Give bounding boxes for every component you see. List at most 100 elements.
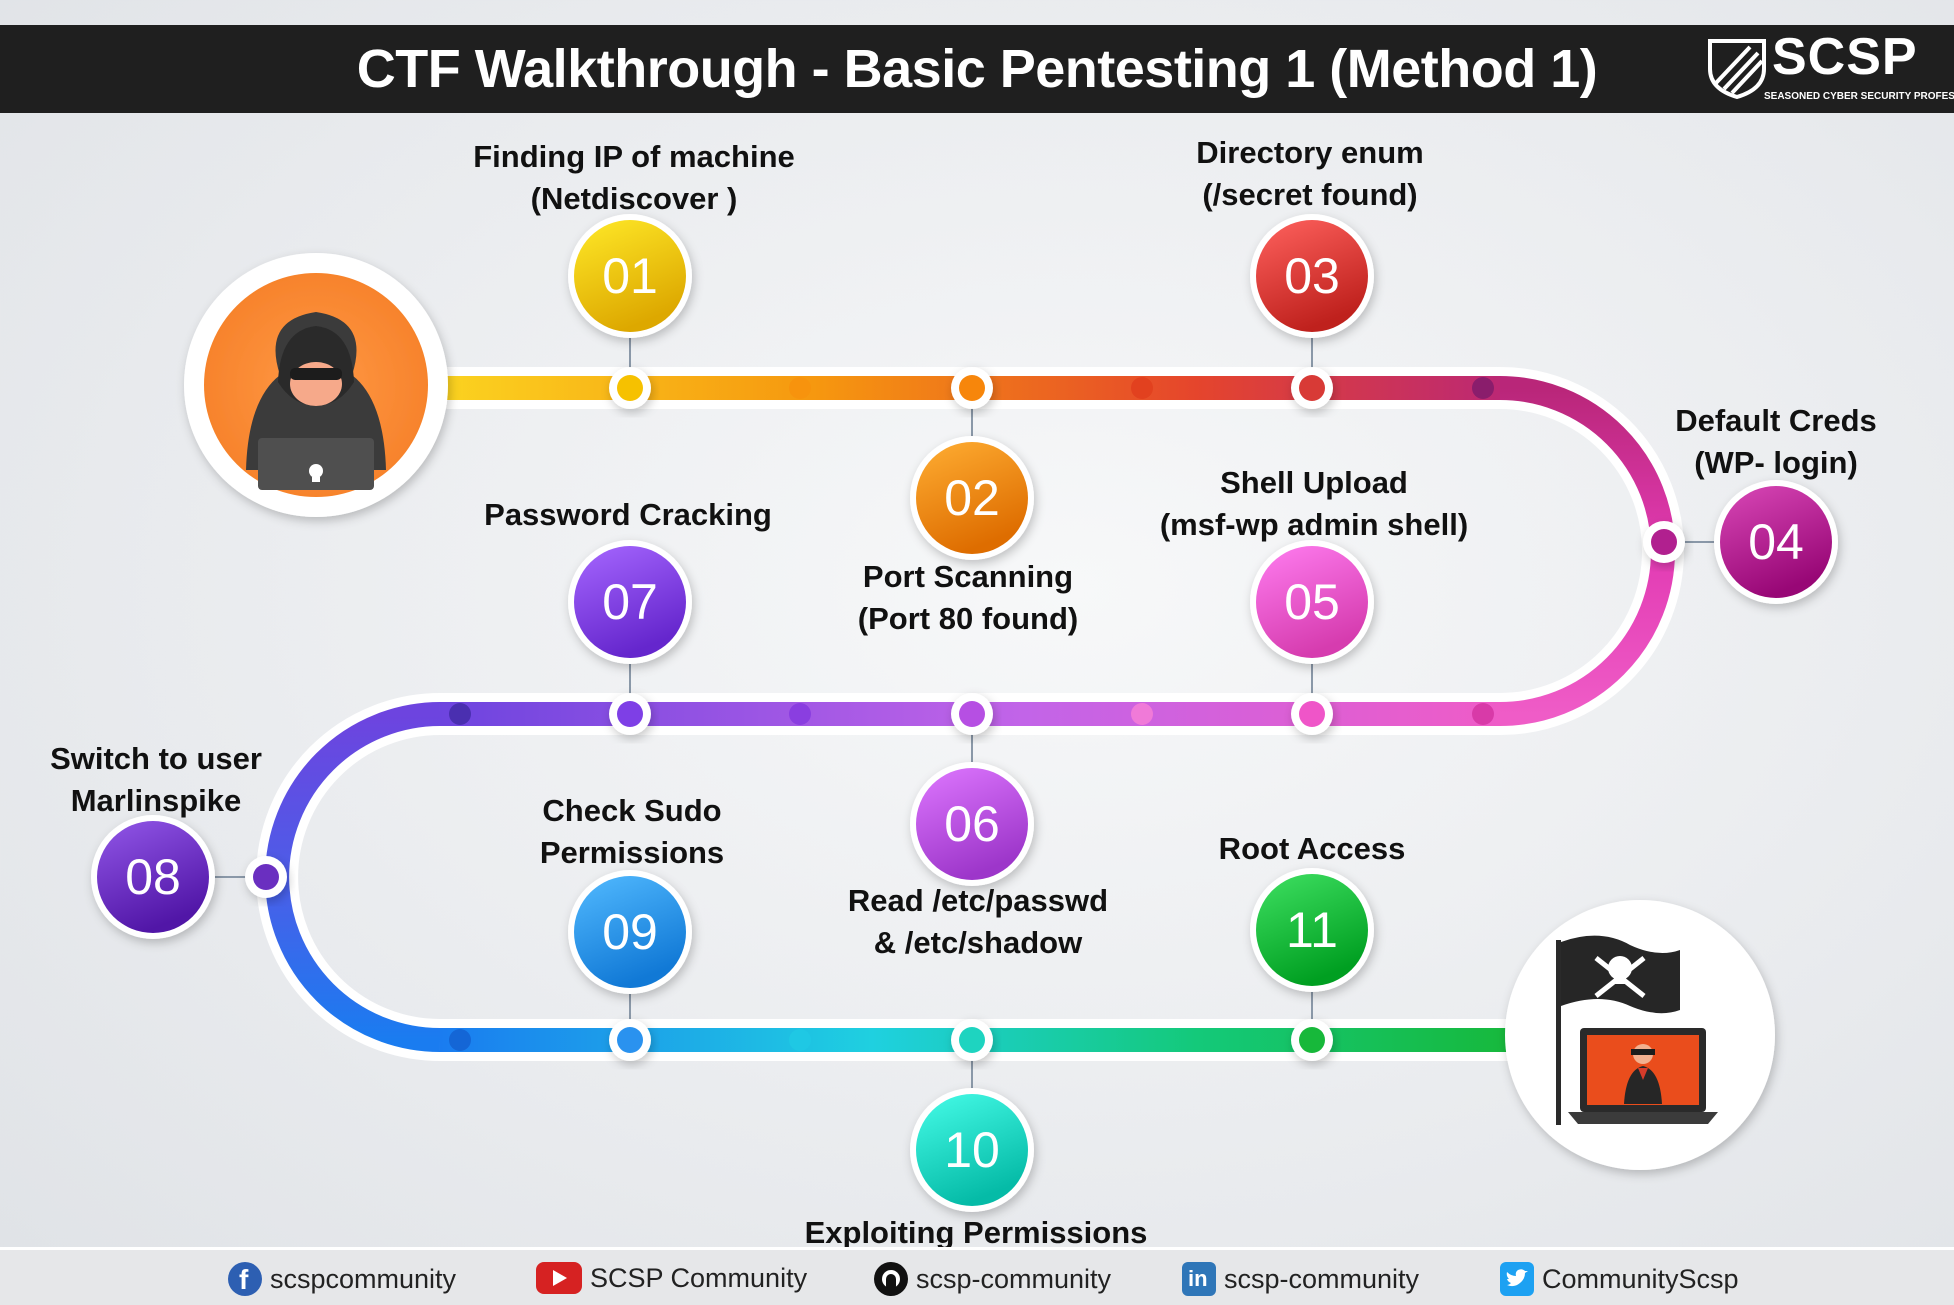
step-number: 06: [944, 796, 1000, 852]
step-number: 07: [602, 574, 658, 630]
step-node-fill: [574, 876, 686, 988]
step-title: Shell Upload: [1220, 465, 1408, 500]
step-number: 08: [125, 849, 181, 905]
step-detail: (Netdiscover ): [530, 181, 738, 216]
step-title: Root Access: [1218, 831, 1406, 866]
track-dot: [789, 703, 811, 725]
github-icon: [874, 1262, 908, 1296]
step-node-08: 08: [91, 815, 215, 939]
social-handle: scsp-community: [1224, 1263, 1420, 1294]
track-marker: [617, 1027, 643, 1053]
social-handle: scspcommunity: [270, 1263, 457, 1294]
step-label-03: Directory enum (/secret found): [1196, 132, 1423, 216]
track-marker: [959, 375, 985, 401]
track-dot: [449, 1029, 471, 1051]
step-title: Read /etc/passwd: [847, 883, 1109, 918]
step-node-fill: [916, 442, 1028, 554]
step-title: Directory enum: [1196, 135, 1424, 170]
track-dot: [1472, 377, 1494, 399]
step-label-01: Finding IP of machine (Netdiscover ): [473, 136, 795, 220]
social-handle: SCSP Community: [590, 1262, 808, 1293]
step-number: 03: [1284, 248, 1340, 304]
step-label-11: Root Access: [1219, 828, 1406, 870]
social-handle: CommunityScsp: [1542, 1263, 1739, 1294]
social-footer: f scspcommunity SCSP Community scsp-comm…: [0, 1247, 1954, 1305]
step-title: Default Creds: [1675, 403, 1877, 438]
track-dot: [1472, 703, 1494, 725]
linkedin-icon: in: [1182, 1262, 1216, 1296]
step-number: 02: [944, 470, 1000, 526]
track-marker: [617, 701, 643, 727]
step-node-10: 10: [910, 1088, 1034, 1212]
shield-logo-icon: [1708, 39, 1766, 99]
facebook-icon: f: [228, 1262, 262, 1296]
track-dot: [1131, 377, 1153, 399]
step-title: Password Cracking: [484, 497, 772, 532]
step-node-fill: [574, 546, 686, 658]
track-marker: [1299, 1027, 1325, 1053]
step-node-01: 01: [568, 214, 692, 338]
step-number: 05: [1284, 574, 1340, 630]
step-node-fill: [916, 1094, 1028, 1206]
step-detail: & /etc/shadow: [873, 925, 1083, 960]
step-number: 09: [602, 904, 658, 960]
step-title: Finding IP of machine: [473, 139, 795, 174]
step-label-07: Password Cracking: [484, 494, 772, 536]
track-dot: [1131, 703, 1153, 725]
step-number: 10: [944, 1122, 1000, 1178]
track-dot: [789, 377, 811, 399]
step-detail: Permissions: [539, 835, 725, 870]
social-handle: scsp-community: [916, 1263, 1112, 1294]
track-marker: [1651, 529, 1677, 555]
step-node-fill: [1256, 874, 1368, 986]
track-marker: [253, 864, 279, 890]
scsp-logo: SCSP SEASONED CYBER SECURITY PROFESSIONA…: [1706, 28, 1954, 105]
youtube-icon: [536, 1262, 582, 1294]
track-marker: [1299, 375, 1325, 401]
step-detail: (Port 80 found): [857, 601, 1079, 636]
step-number: 11: [1286, 902, 1338, 958]
step-node-fill: [1720, 486, 1832, 598]
track-marker: [617, 375, 643, 401]
step-number: 01: [602, 248, 658, 304]
step-label-08: Switch to user Marlinspike: [50, 738, 262, 822]
page-title: CTF Walkthrough - Basic Pentesting 1 (Me…: [356, 39, 1598, 99]
step-detail: (msf-wp admin shell): [1159, 507, 1469, 542]
step-node-05: 05: [1250, 540, 1374, 664]
pirate-flag-laptop-icon: [1505, 900, 1775, 1170]
social-twitter[interactable]: CommunityScsp: [1500, 1262, 1739, 1296]
step-label-05: Shell Upload (msf-wp admin shell): [1160, 462, 1468, 546]
step-node-06: 06: [910, 762, 1034, 886]
step-node-09: 09: [568, 870, 692, 994]
track-dot: [449, 703, 471, 725]
step-detail: (WP- login): [1694, 445, 1858, 480]
step-node-07: 07: [568, 540, 692, 664]
step-label-02: Port Scanning (Port 80 found): [858, 556, 1078, 640]
social-youtube[interactable]: SCSP Community: [536, 1262, 807, 1294]
track-marker: [959, 1027, 985, 1053]
track-marker: [1299, 701, 1325, 727]
social-linkedin[interactable]: in scsp-community: [1182, 1262, 1419, 1296]
title-bar: CTF Walkthrough - Basic Pentesting 1 (Me…: [0, 25, 1954, 113]
step-node-04: 04: [1714, 480, 1838, 604]
step-label-04: Default Creds (WP- login): [1675, 400, 1877, 484]
step-title: Exploiting Permissions: [804, 1215, 1148, 1250]
step-node-11: 11: [1250, 868, 1374, 992]
step-node-fill: [574, 220, 686, 332]
step-node-fill: [97, 821, 209, 933]
social-facebook[interactable]: f scspcommunity: [228, 1262, 456, 1296]
logo-tagline: SEASONED CYBER SECURITY PROFESSIONALS: [1764, 91, 1954, 102]
social-github[interactable]: scsp-community: [874, 1262, 1111, 1296]
step-label-10: Exploiting Permissions: [805, 1212, 1148, 1254]
track-dot: [789, 1029, 811, 1051]
step-detail: Marlinspike: [70, 783, 242, 818]
step-node-fill: [1256, 220, 1368, 332]
step-title: Switch to user: [50, 741, 262, 776]
step-title: Port Scanning: [862, 559, 1074, 594]
hacker-avatar-icon: [184, 253, 448, 517]
twitter-icon: [1500, 1262, 1534, 1296]
step-label-06: Read /etc/passwd & /etc/shadow: [848, 880, 1108, 964]
step-title: Check Sudo: [542, 793, 722, 828]
